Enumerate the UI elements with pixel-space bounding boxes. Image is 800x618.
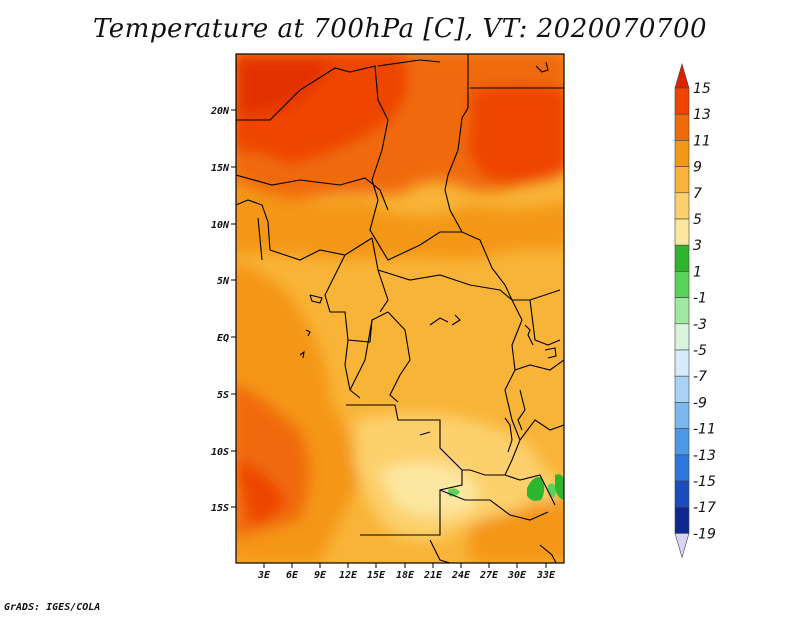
colorbar-label: -3: [693, 317, 707, 333]
colorbar-label: -11: [693, 422, 716, 438]
colorbar-label: -17: [693, 500, 716, 516]
chart-title: Temperature at 700hPa [C], VT: 202007070…: [92, 14, 708, 44]
colorbar-label: 5: [693, 212, 702, 228]
colorbar-label: 13: [693, 107, 711, 123]
colorbar-bottom-arrow: [674, 533, 690, 559]
y-tick-label: 10N: [211, 220, 230, 231]
y-tick-label: 10S: [211, 447, 229, 458]
colorbar-swatch: [674, 140, 690, 167]
x-tick-label: 27E: [479, 570, 499, 581]
colorbar-swatch: [674, 402, 690, 429]
y-tick-label: 15N: [211, 163, 230, 174]
x-tick-label: 33E: [536, 570, 556, 581]
colorbar-label: 11: [693, 133, 711, 149]
colorbar-top-arrow: [674, 62, 690, 89]
colorbar-swatch: [674, 323, 690, 351]
colorbar-label: -15: [693, 474, 716, 490]
colorbar-swatch: [674, 454, 690, 482]
temperature-field: [236, 54, 564, 563]
x-tick-label: 24E: [451, 570, 471, 581]
colorbar-label: 7: [693, 186, 702, 202]
x-tick-label: 6E: [286, 570, 299, 581]
colorbar-swatch: [674, 87, 690, 115]
x-tick-label: 3E: [257, 570, 271, 581]
colorbar-swatch: [674, 166, 690, 194]
map-frame: [235, 53, 565, 564]
colorbar-swatch: [674, 506, 690, 534]
x-tick-label: 15E: [367, 570, 386, 581]
colorbar-swatch: [674, 480, 690, 508]
map-axes: 3E 6E 9E 12E 15E 18E 21E 24E 27E 30E 33E…: [210, 106, 556, 581]
colorbar-label: -5: [693, 343, 707, 359]
y-tick-label: 5S: [217, 390, 229, 401]
x-tick-label: 9E: [314, 570, 327, 581]
y-tick-label: 5N: [217, 276, 230, 287]
colorbar-label: -7: [693, 369, 707, 385]
x-tick-label: 12E: [339, 570, 358, 581]
colorbar-label: -1: [693, 291, 707, 307]
colorbar-swatch: [674, 113, 690, 141]
colorbar-swatch: [674, 375, 690, 403]
colorbar-swatch: [674, 192, 690, 220]
colorbar-swatch: [674, 349, 690, 377]
colorbar-label: 1: [693, 264, 702, 280]
colorbar-label: -9: [693, 395, 707, 411]
colorbar-label: 3: [693, 238, 702, 254]
colorbar-swatch: [674, 428, 690, 456]
country-borders: [236, 54, 564, 563]
colorbar-label: -19: [693, 526, 716, 542]
y-tick-label: EQ: [217, 333, 229, 344]
colorbar-swatch: [674, 244, 690, 272]
colorbar-swatch: [674, 297, 690, 325]
colorbar-label: -13: [693, 448, 716, 464]
colorbar-label: 15: [693, 81, 711, 97]
colorbar-swatch: [674, 271, 690, 298]
colorbar: 15 13 11 9 7 5 3 1 -1 -3 -5 -7 -9 -11 -13 -15 -17 -19: [674, 62, 716, 559]
y-tick-label: 15S: [211, 503, 229, 514]
x-tick-label: 21E: [423, 570, 443, 581]
footer-credit: GrADS: IGES/COLA: [4, 602, 101, 613]
x-tick-label: 18E: [396, 570, 415, 581]
y-tick-label: 20N: [210, 106, 230, 117]
x-tick-label: 30E: [507, 570, 527, 581]
colorbar-swatch: [674, 218, 690, 246]
colorbar-label: 9: [693, 160, 702, 176]
